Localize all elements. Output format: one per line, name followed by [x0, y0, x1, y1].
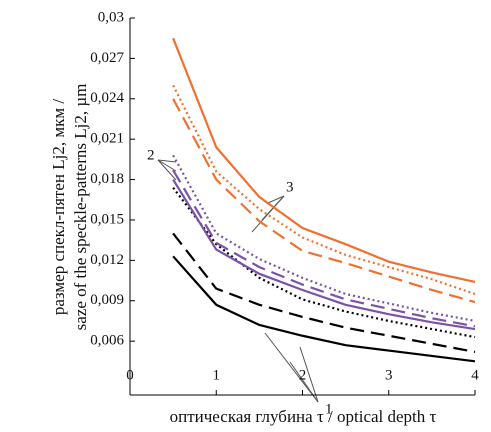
- x-tick-label: 4: [471, 367, 479, 383]
- y-tick-label: 0,009: [90, 292, 124, 308]
- y-axis-label: размер спекл-пятен Lj2, мкм /: [49, 99, 68, 316]
- y-tick-label: 0,021: [90, 131, 124, 147]
- x-tick-label: 3: [385, 367, 393, 383]
- y-tick-label: 0,027: [90, 50, 124, 66]
- y-tick-label: 0,03: [98, 9, 124, 25]
- series-line: [172, 37, 476, 283]
- y-tick-label: 0,012: [90, 252, 124, 268]
- series-line: [172, 84, 476, 296]
- annotation: 2: [147, 147, 155, 163]
- x-tick-label: 0: [126, 367, 134, 383]
- x-tick-label: 1: [213, 367, 221, 383]
- annotation-leaders: [157, 159, 319, 403]
- series-line: [172, 178, 476, 331]
- series-line: [172, 186, 476, 339]
- y-tick-label: 0,018: [90, 171, 124, 187]
- y-tick-label: 0,024: [90, 90, 124, 106]
- series-line: [172, 232, 476, 353]
- y-axis-label: saze of the speckle-patterns Lj2, µm: [71, 84, 90, 331]
- series-line: [172, 255, 476, 363]
- annotation: 1: [325, 401, 333, 417]
- series-line: [172, 169, 476, 328]
- x-tick-label: 2: [299, 367, 307, 383]
- annotation: 3: [286, 179, 294, 195]
- x-axis-label: оптическая глубина τ / optical depth τ: [170, 407, 437, 426]
- y-tick-label: 0,006: [90, 333, 124, 349]
- y-tick-label: 0,015: [90, 211, 124, 227]
